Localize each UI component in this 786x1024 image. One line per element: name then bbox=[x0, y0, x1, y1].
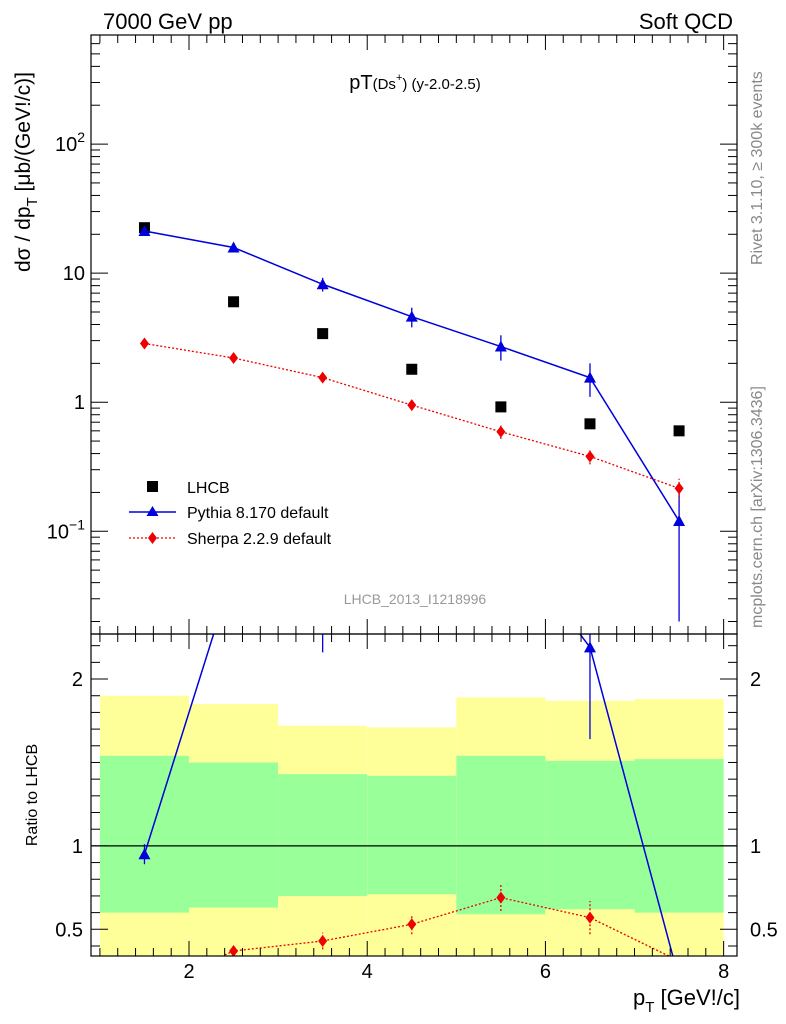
ratio-triangle-point bbox=[317, 610, 329, 621]
main-square-point bbox=[317, 328, 329, 340]
legend-entry-sherpa: Sherpa 2.2.9 default bbox=[129, 531, 332, 548]
uncertainty-band-inner bbox=[634, 759, 724, 913]
legend-entry-pythia: Pythia 8.170 default bbox=[129, 505, 329, 522]
legend-marker-diamond bbox=[148, 532, 157, 544]
plot-title-rest: ) bbox=[402, 76, 407, 93]
ratio-y-tick-label-left: 1 bbox=[72, 836, 83, 858]
y-tick-label: 10 bbox=[63, 263, 85, 285]
main-square-point bbox=[584, 418, 596, 430]
main-square-point bbox=[228, 296, 240, 308]
plot-title-sup: + bbox=[396, 72, 402, 84]
legend: LHCB Pythia 8.170 default Sherpa 2.2.9 d… bbox=[129, 480, 332, 548]
x-axis-label-sub: T bbox=[645, 999, 654, 1016]
source-label: mcplots.cern.ch [arXiv:1306.3436] bbox=[749, 386, 766, 628]
x-tick-label: 4 bbox=[362, 961, 373, 983]
ratio-y-axis-label: Ratio to LHCB bbox=[24, 744, 41, 846]
uncertainty-band-inner bbox=[99, 755, 190, 913]
ratio-plot-frame bbox=[90, 633, 738, 957]
x-axis-label-main: p bbox=[633, 985, 645, 1010]
ratio-triangle-point bbox=[583, 641, 596, 653]
rivet-label: Rivet 3.1.10, ≥ 300k events bbox=[749, 71, 766, 265]
analysis-watermark: LHCB_2013_I1218996 bbox=[344, 591, 487, 607]
ratio-plot-panel: 0.5 0.5 1 1 2 2 2 4 6 8 Ratio to LHCB pT [GeV!/c] bbox=[24, 523, 778, 1016]
ratio-y-tick-label-left: 2 bbox=[72, 669, 83, 691]
main-square-point bbox=[495, 401, 507, 413]
ratio-diamond-point bbox=[585, 911, 595, 924]
uncertainty-band-inner bbox=[545, 760, 635, 910]
ratio-triangle-point bbox=[673, 973, 685, 984]
plot-title-main: pT bbox=[349, 72, 372, 94]
uncertainty-band-inner bbox=[456, 755, 546, 915]
legend-marker-square bbox=[147, 481, 158, 492]
main-triangle-line bbox=[144, 230, 680, 522]
x-axis-label-rest: [GeV!/c] bbox=[654, 985, 740, 1010]
main-plot-panel: 10−1 1 10 102 pT(Ds+) (y-2.0-2.5) dσ / dpT … bbox=[12, 34, 738, 635]
plot-title-range: (y-2.0-2.5) bbox=[407, 76, 480, 93]
y-axis-label: dσ / dpT [μb/(GeV!/c)] bbox=[12, 72, 41, 272]
main-diamond-point bbox=[229, 352, 239, 365]
y-tick-label: 10−1 bbox=[47, 516, 85, 543]
main-diamond-point bbox=[407, 399, 417, 412]
main-diamond-point bbox=[496, 425, 506, 438]
ratio-diamond-point bbox=[229, 944, 239, 956]
ratio-diamond-point bbox=[496, 891, 506, 904]
ratio-diamond-point bbox=[140, 985, 149, 997]
uncertainty-band-inner bbox=[189, 762, 279, 908]
main-triangle-point bbox=[405, 310, 418, 322]
main-triangle-point bbox=[494, 340, 507, 352]
y-tick-label: 1 bbox=[74, 392, 85, 414]
main-triangle-point bbox=[138, 225, 151, 237]
main-triangle-point bbox=[673, 515, 686, 527]
plot-title: pT(Ds+) (y-2.0-2.5) bbox=[349, 72, 480, 94]
y-tick-label: 102 bbox=[55, 129, 85, 156]
legend-label-sherpa: Sherpa 2.2.9 default bbox=[187, 531, 332, 548]
main-diamond-point bbox=[318, 371, 328, 384]
ratio-diamond-point bbox=[407, 918, 417, 931]
ratio-y-tick-label-right: 0.5 bbox=[750, 919, 778, 941]
main-diamond-point bbox=[139, 337, 149, 350]
main-triangle-point bbox=[316, 278, 329, 290]
main-diamond-point bbox=[674, 482, 684, 495]
ratio-triangle-point bbox=[228, 565, 240, 576]
uncertainty-band-inner bbox=[278, 774, 368, 896]
energy-label: 7000 GeV pp bbox=[103, 9, 233, 34]
legend-label-lhcb: LHCB bbox=[187, 480, 230, 497]
y-axis-label-sub: T bbox=[24, 197, 41, 206]
main-triangle-point bbox=[583, 371, 596, 383]
ratio-diamond-point bbox=[678, 955, 680, 956]
ratio-y-tick-label-right: 2 bbox=[750, 669, 761, 691]
x-tick-label: 8 bbox=[718, 961, 729, 983]
main-square-point bbox=[673, 425, 685, 437]
plot-title-paren: (Ds bbox=[373, 76, 396, 93]
x-tick-label: 2 bbox=[183, 961, 194, 983]
ratio-y-tick-label-right: 1 bbox=[750, 836, 761, 858]
ratio-y-tick-label-left: 0.5 bbox=[55, 919, 83, 941]
ratio-triangle-point bbox=[138, 848, 151, 860]
y-axis-label-main: dσ / dp bbox=[12, 206, 35, 272]
uncertainty-band-inner bbox=[367, 775, 457, 895]
main-diamond-point bbox=[585, 450, 595, 463]
main-triangle-point bbox=[227, 241, 240, 253]
x-axis-label: pT [GeV!/c] bbox=[633, 985, 740, 1016]
main-square-point bbox=[406, 363, 418, 375]
ratio-diamond-point bbox=[318, 934, 328, 947]
legend-label-pythia: Pythia 8.170 default bbox=[187, 505, 329, 522]
x-tick-label: 6 bbox=[540, 961, 551, 983]
category-label: Soft QCD bbox=[639, 9, 733, 34]
legend-entry-lhcb: LHCB bbox=[147, 480, 230, 497]
y-axis-label-rest: [μb/(GeV!/c)] bbox=[12, 72, 35, 197]
ratio-triangle-point bbox=[495, 523, 507, 534]
legend-marker-triangle bbox=[146, 506, 159, 516]
